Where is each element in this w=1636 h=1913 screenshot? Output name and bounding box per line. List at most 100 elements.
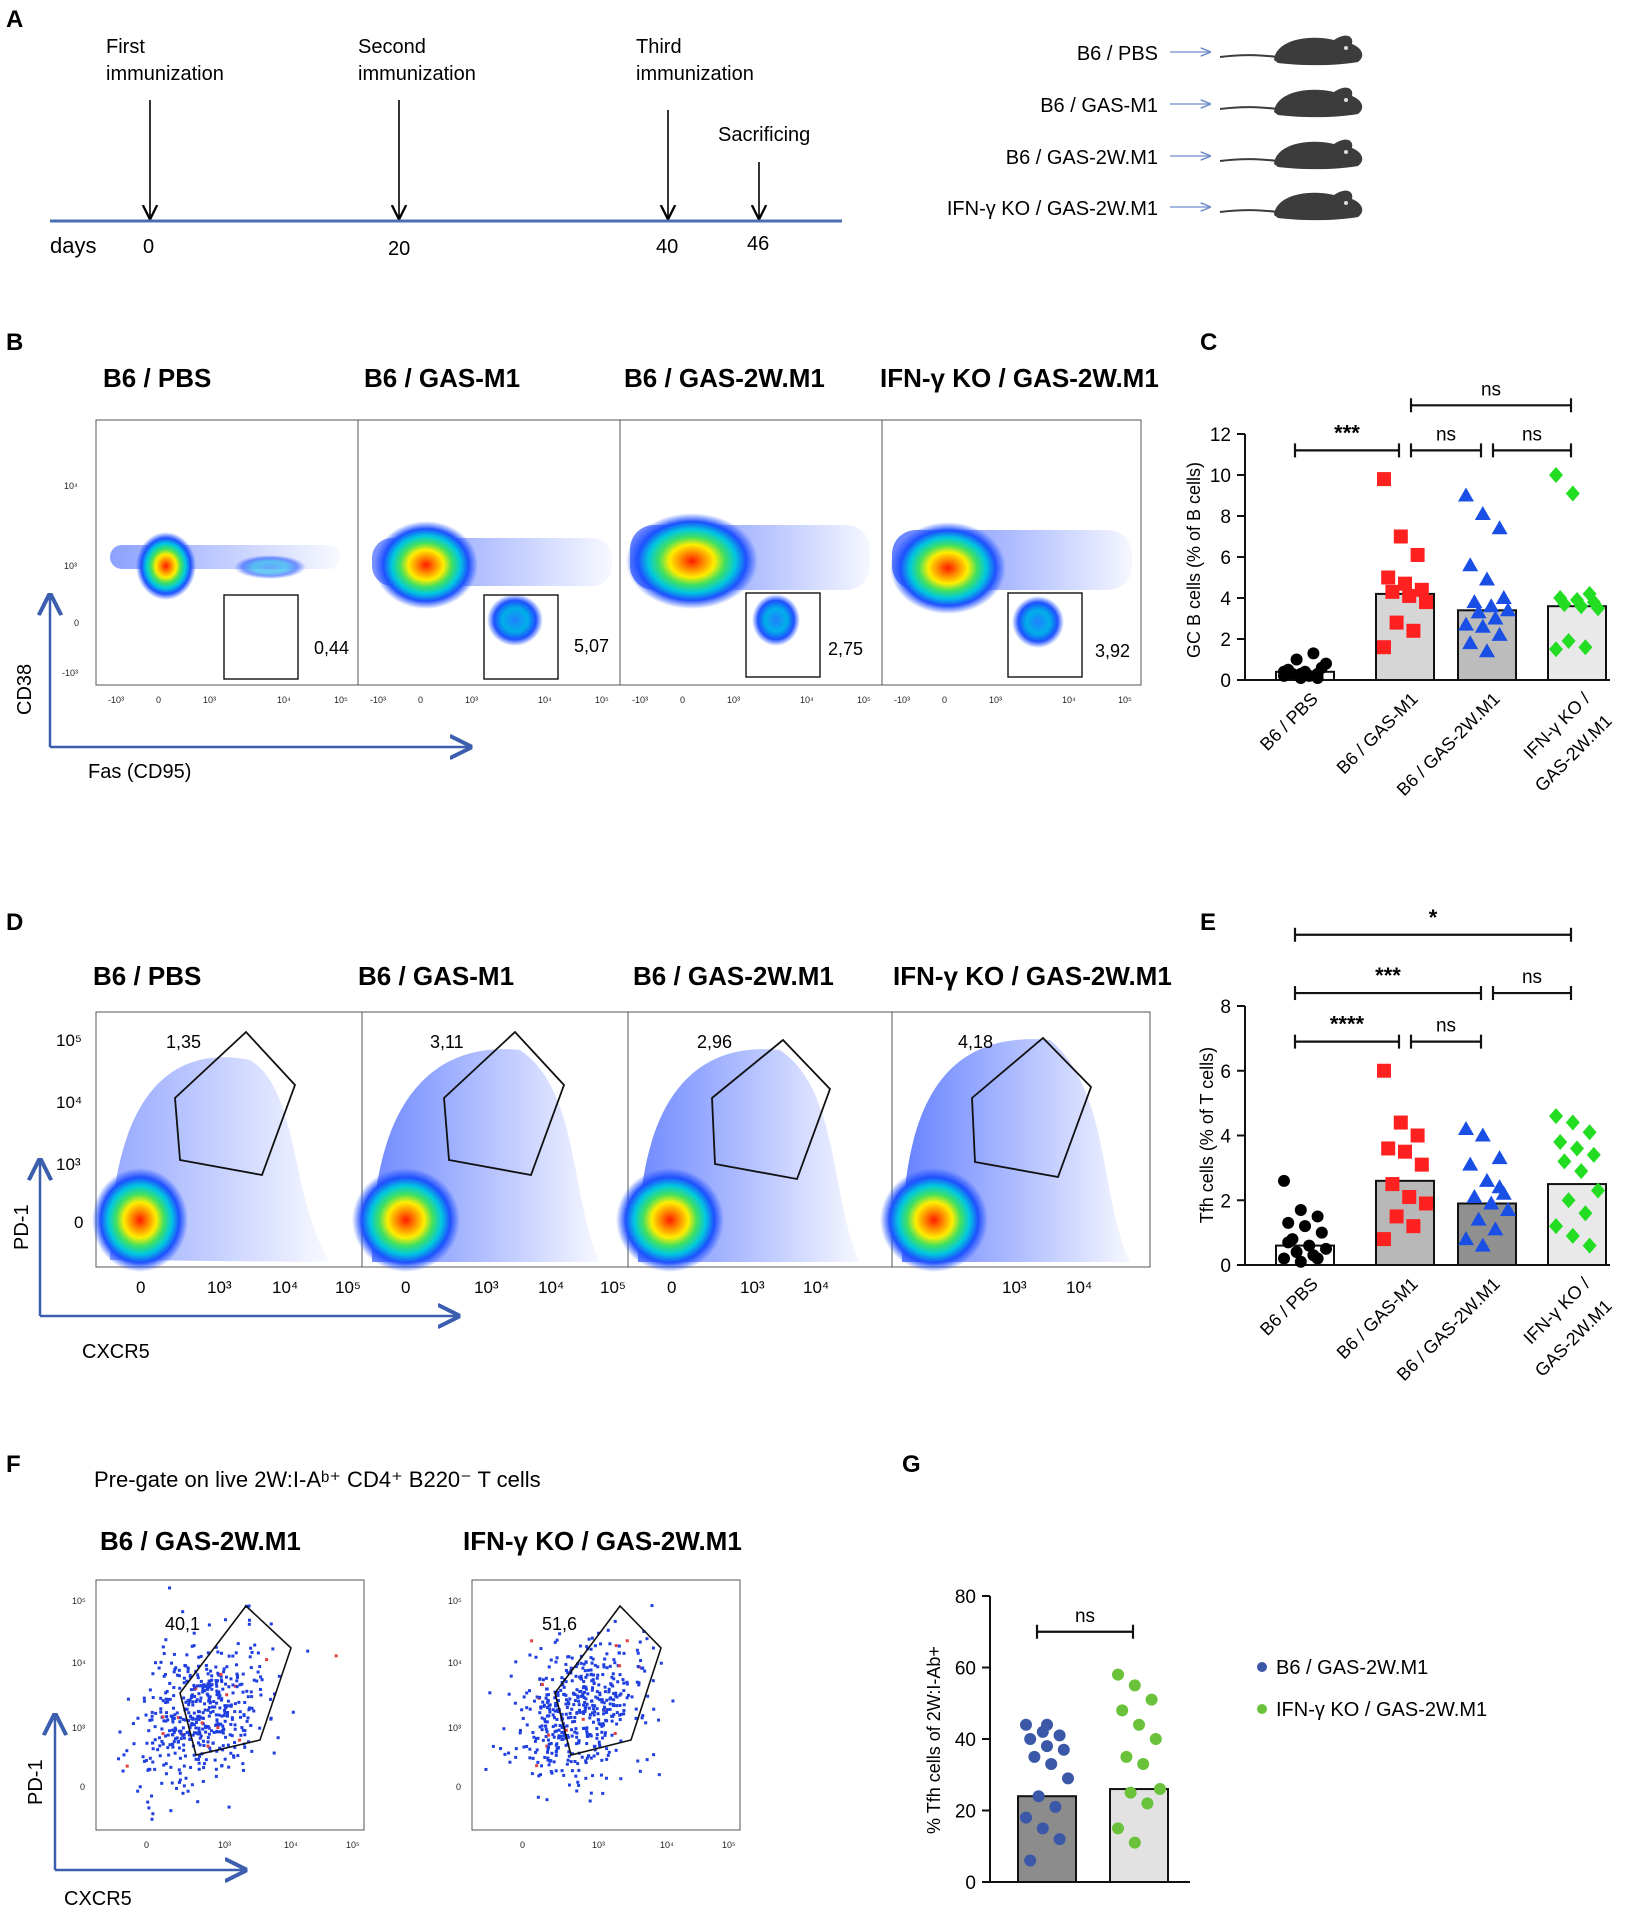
flow-event-dot bbox=[559, 1688, 563, 1692]
flow-event-dot bbox=[207, 1685, 211, 1689]
flow-event-dot bbox=[125, 1749, 129, 1753]
flow-event-dot bbox=[607, 1687, 611, 1691]
flow-event-dot bbox=[221, 1724, 225, 1728]
flow-event-dot bbox=[196, 1757, 200, 1761]
flow-event-dot bbox=[657, 1773, 661, 1777]
data-point bbox=[1549, 467, 1563, 483]
flow-event-dot bbox=[600, 1698, 604, 1702]
flow-event-dot bbox=[560, 1769, 564, 1773]
flow-event-dot bbox=[548, 1707, 552, 1711]
category-label: B6 / GAS-M1 bbox=[1333, 689, 1422, 778]
flow-event-dot bbox=[605, 1747, 609, 1751]
data-point bbox=[1041, 1718, 1053, 1731]
flow-event-dot bbox=[215, 1730, 219, 1734]
flow-event-dot bbox=[239, 1733, 243, 1737]
flow-event-dot bbox=[161, 1732, 165, 1736]
flow-event-dot bbox=[273, 1692, 277, 1696]
flow-event-dot bbox=[550, 1771, 554, 1775]
flow-event-dot bbox=[236, 1674, 240, 1678]
flow-event-dot bbox=[214, 1713, 218, 1717]
flow-event-dot bbox=[159, 1710, 163, 1714]
flow-event-dot bbox=[553, 1716, 557, 1720]
data-point bbox=[1053, 1833, 1066, 1846]
flow-event-dot bbox=[172, 1652, 176, 1656]
flow-event-dot bbox=[172, 1716, 176, 1720]
x-tick: -10³ bbox=[632, 695, 648, 705]
flow-event-dot bbox=[597, 1631, 601, 1635]
data-point bbox=[1389, 615, 1404, 630]
flow-event-dot bbox=[247, 1740, 251, 1744]
flow-event-dot bbox=[246, 1695, 250, 1699]
flow-event-dot bbox=[206, 1672, 210, 1676]
flow-event-dot bbox=[601, 1722, 605, 1726]
data-point bbox=[1470, 1211, 1487, 1226]
flow-event-dot bbox=[546, 1738, 550, 1742]
flow-event-dot bbox=[222, 1714, 226, 1718]
flow-event-dot bbox=[243, 1733, 247, 1737]
data-point bbox=[1591, 600, 1605, 617]
significance-label: *** bbox=[1375, 963, 1401, 988]
flow-event-dot bbox=[181, 1717, 185, 1721]
flow-event-dot bbox=[578, 1690, 582, 1694]
flow-event-dot bbox=[555, 1729, 559, 1733]
gate-box bbox=[1007, 592, 1083, 678]
data-point bbox=[1137, 1758, 1150, 1771]
flow-event-dot bbox=[525, 1723, 529, 1727]
flow-event-dot bbox=[213, 1758, 217, 1762]
flow-event-dot bbox=[585, 1726, 589, 1730]
significance-label: *** bbox=[1334, 420, 1360, 445]
flow-plot-title: B6 / PBS bbox=[103, 363, 211, 393]
flow-event-dot bbox=[561, 1683, 565, 1687]
flow-event-dot bbox=[643, 1669, 647, 1673]
flow-event-dot bbox=[189, 1714, 193, 1718]
flow-event-dot bbox=[227, 1654, 231, 1658]
gate-value: 3,92 bbox=[1095, 641, 1130, 661]
flow-event-dot bbox=[192, 1753, 196, 1757]
flow-event-dot bbox=[221, 1744, 225, 1748]
chart-c: 0 2 4 6 8 10 12 GC B cells (% of B cells) *** ns n… bbox=[1184, 379, 1616, 799]
flow-event-dot bbox=[177, 1668, 181, 1672]
flow-event-dot bbox=[162, 1763, 166, 1767]
data-point bbox=[1466, 1189, 1483, 1204]
flow-event-dot bbox=[214, 1682, 218, 1686]
flow-event-dot bbox=[548, 1703, 552, 1707]
flow-event-dot bbox=[622, 1703, 626, 1707]
data-point bbox=[1491, 520, 1508, 535]
flow-event-dot bbox=[225, 1713, 229, 1717]
flow-event-dot bbox=[579, 1661, 583, 1665]
flow-event-dot bbox=[247, 1622, 251, 1626]
flow-event-dot bbox=[603, 1705, 607, 1709]
flow-event-dot bbox=[570, 1679, 574, 1683]
flow-event-dot bbox=[196, 1673, 200, 1677]
x-tick: 0 bbox=[667, 1278, 676, 1297]
flow-event-dot bbox=[555, 1638, 559, 1642]
data-point bbox=[1020, 1811, 1032, 1824]
flow-event-dot bbox=[176, 1739, 180, 1743]
data-point bbox=[1145, 1693, 1158, 1706]
flow-event-dot bbox=[233, 1702, 237, 1706]
y-tick-label: 12 bbox=[1210, 425, 1231, 446]
flow-event-dot bbox=[160, 1739, 164, 1743]
data-point bbox=[1154, 1783, 1166, 1796]
flow-event-dot bbox=[502, 1727, 506, 1731]
flow-plot-title: B6 / GAS-M1 bbox=[364, 363, 520, 393]
y-tick: -10³ bbox=[62, 668, 78, 678]
flow-density bbox=[880, 1039, 1130, 1272]
flow-event-dot bbox=[587, 1754, 591, 1758]
flow-plot-title: B6 / GAS-M1 bbox=[358, 961, 514, 991]
flow-event-dot bbox=[228, 1733, 232, 1737]
flow-event-dot bbox=[230, 1716, 234, 1720]
flow-event-dot bbox=[491, 1744, 495, 1748]
flow-event-dot bbox=[192, 1723, 196, 1727]
flow-event-dot bbox=[591, 1703, 595, 1707]
flow-event-dot bbox=[213, 1705, 217, 1709]
flow-event-dot bbox=[242, 1714, 246, 1718]
flow-event-dot bbox=[555, 1717, 559, 1721]
data-point bbox=[1294, 671, 1307, 684]
flow-event-dot bbox=[507, 1692, 511, 1696]
flow-event-dot bbox=[185, 1653, 189, 1657]
flow-event-dot bbox=[551, 1708, 555, 1712]
gate-value: 5,07 bbox=[574, 636, 609, 656]
data-point bbox=[1561, 633, 1576, 650]
flow-event-dot bbox=[247, 1618, 251, 1622]
